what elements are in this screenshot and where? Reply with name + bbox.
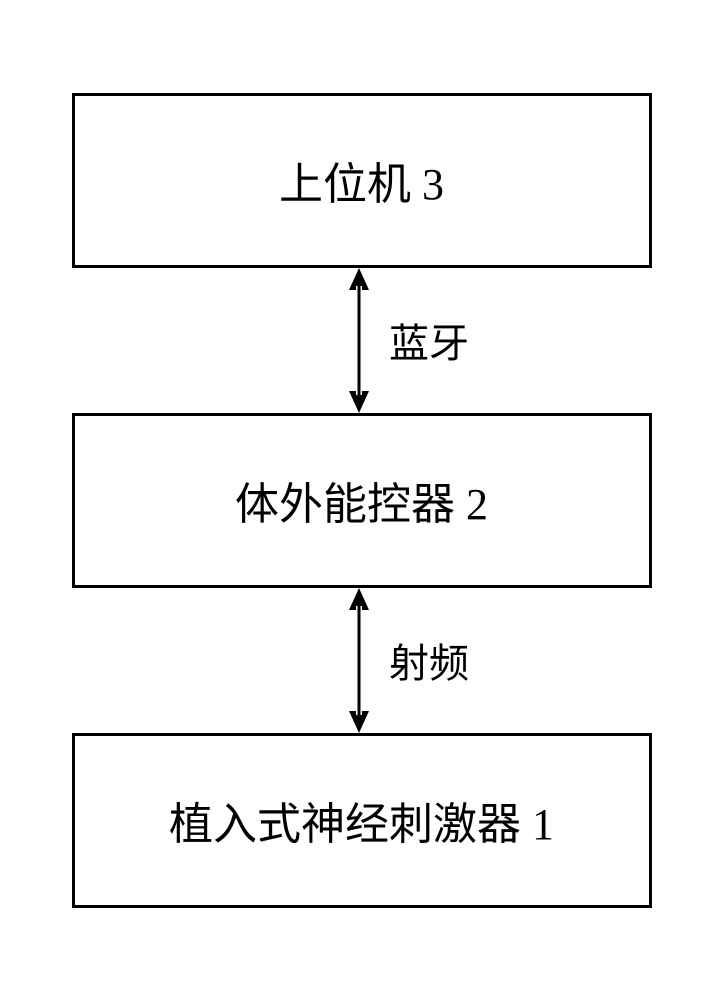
node-bottom: 植入式神经刺激器 1 (72, 733, 652, 908)
edge-middle-bottom: 射频 (299, 588, 424, 733)
edge-top-middle-inner: 蓝牙 (344, 268, 469, 413)
node-bottom-label: 植入式神经刺激器 1 (169, 788, 554, 852)
edge-top-middle-label: 蓝牙 (389, 311, 469, 369)
edge-middle-bottom-label: 射频 (389, 631, 469, 689)
node-middle-label: 体外能控器 2 (235, 468, 488, 532)
node-top-label: 上位机 3 (279, 148, 444, 212)
node-top: 上位机 3 (72, 93, 652, 268)
arrow-bidirectional-icon (344, 268, 374, 413)
edge-middle-bottom-inner: 射频 (344, 588, 469, 733)
node-middle: 体外能控器 2 (72, 413, 652, 588)
flowchart-diagram: 上位机 3 蓝牙 体外能控器 2 射 (0, 93, 723, 908)
edge-top-middle: 蓝牙 (299, 268, 424, 413)
arrow-bidirectional-icon (344, 588, 374, 733)
